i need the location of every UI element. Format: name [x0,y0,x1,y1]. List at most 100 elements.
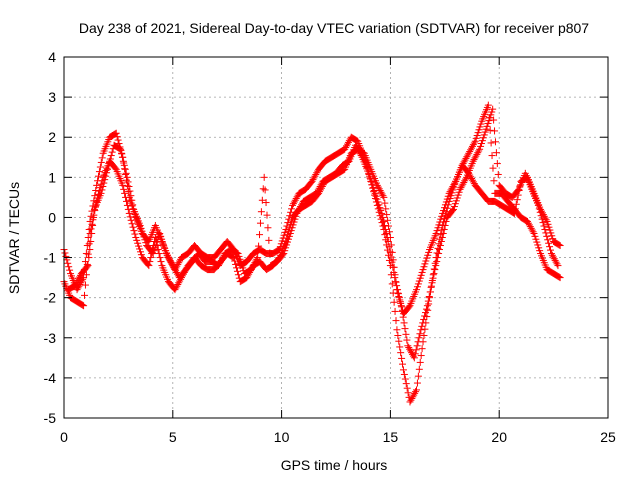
data-point-interp [546,226,554,234]
data-point-interp [491,127,499,135]
data-point-interp [426,288,434,296]
data-point-interp [425,248,433,256]
data-point-interp [285,232,293,240]
data-point-interp [266,249,274,257]
data-point-interp [130,227,138,235]
data-point-interp [434,254,442,262]
data-point [556,274,564,282]
data-point-interp [239,264,247,272]
data-point-interp [434,224,442,232]
data-point-interp [416,358,424,366]
data-point [132,234,140,241]
data-point-interp [433,258,441,266]
data-point-interp [490,177,498,185]
data-point-interp [287,208,295,216]
data-point-interp [544,236,552,244]
data-point-interp [120,161,128,169]
data-point-interp [124,178,132,186]
data-point-interp [415,365,423,373]
data-point [436,242,444,250]
data-point [541,225,549,233]
data-point-interp [151,244,159,252]
data-point-interp [118,149,126,157]
data-point-interp [546,246,554,254]
data-point-interp [511,205,519,213]
data-point-interp [385,243,393,251]
x-tick-label: 20 [491,429,507,445]
data-point-interp [128,220,136,228]
data-point [391,274,399,282]
data-point-interp [401,375,409,383]
data-point-interp [544,220,552,228]
data-point [534,201,542,209]
data-point-interp [477,142,485,150]
data-point-interp [290,218,298,226]
data-point-interp [383,234,391,241]
data-point [112,129,120,137]
data-point-interp [288,205,296,213]
data-point-interp [395,294,403,302]
data-point-interp [443,204,451,212]
x-tick-label: 0 [60,429,68,445]
data-point-interp [472,134,480,142]
data-point-interp [537,212,545,220]
data-point-interp [548,232,556,240]
data-point-interp [411,350,419,358]
x-tick-label: 25 [600,429,616,445]
data-point-interp [136,248,144,256]
x-tick-label: 15 [383,429,399,445]
data-point [556,242,564,250]
data-point-interp [161,247,169,255]
data-point-interp [157,258,165,266]
data-point-interp [277,240,285,248]
data-point-interp [152,241,160,249]
data-point-interp [94,177,102,185]
data-point-interp [478,137,486,145]
data-point [430,270,438,278]
data-point-interp [127,199,135,207]
data-point-interp [414,372,422,380]
plot-frame [63,56,609,419]
data-point-interp [256,219,264,227]
data-point-interp [154,246,162,254]
data-point-interp [265,236,273,244]
data-point-interp [125,183,133,191]
data-point-interp [402,380,410,388]
data-point-interp [95,172,103,180]
data-point-interp [535,205,543,213]
data-point-interp [278,237,286,245]
data-point-interp [104,162,112,170]
data-point-interp [439,229,447,237]
data-point-interp [119,157,127,165]
data-point-interp [419,319,427,327]
data-point-interp [281,247,289,255]
data-point [93,181,101,189]
data-point [489,105,497,113]
data-point-interp [396,298,404,306]
data-point-interp [376,204,384,212]
data-point-interp [233,267,241,275]
data-point-interp [546,243,554,251]
y-axis-title: SDTVAR / TECUs [6,182,22,294]
data-point-interp [423,254,431,262]
data-point-interp [263,211,271,219]
data-point [149,250,157,258]
data-point-interp [494,170,502,178]
data-point-interp [107,152,115,160]
data-point-interp [122,169,130,177]
data-point-interp [432,262,440,270]
data-point-interp [435,250,443,258]
data-point-interp [282,244,290,252]
data-point-interp [83,242,91,250]
data-point-interp [440,225,448,233]
data-point-interp [538,215,546,223]
data-point-interp [258,196,266,204]
data-point-interp [442,217,450,225]
data-point-interp [474,129,482,137]
data-point [104,165,112,173]
chart-title: Day 238 of 2021, Sidereal Day-to-day VTE… [79,20,589,36]
data-point-interp [413,379,421,387]
data-point-interp [486,114,494,122]
data-point-interp [381,199,389,207]
data-point-interp [98,186,106,194]
